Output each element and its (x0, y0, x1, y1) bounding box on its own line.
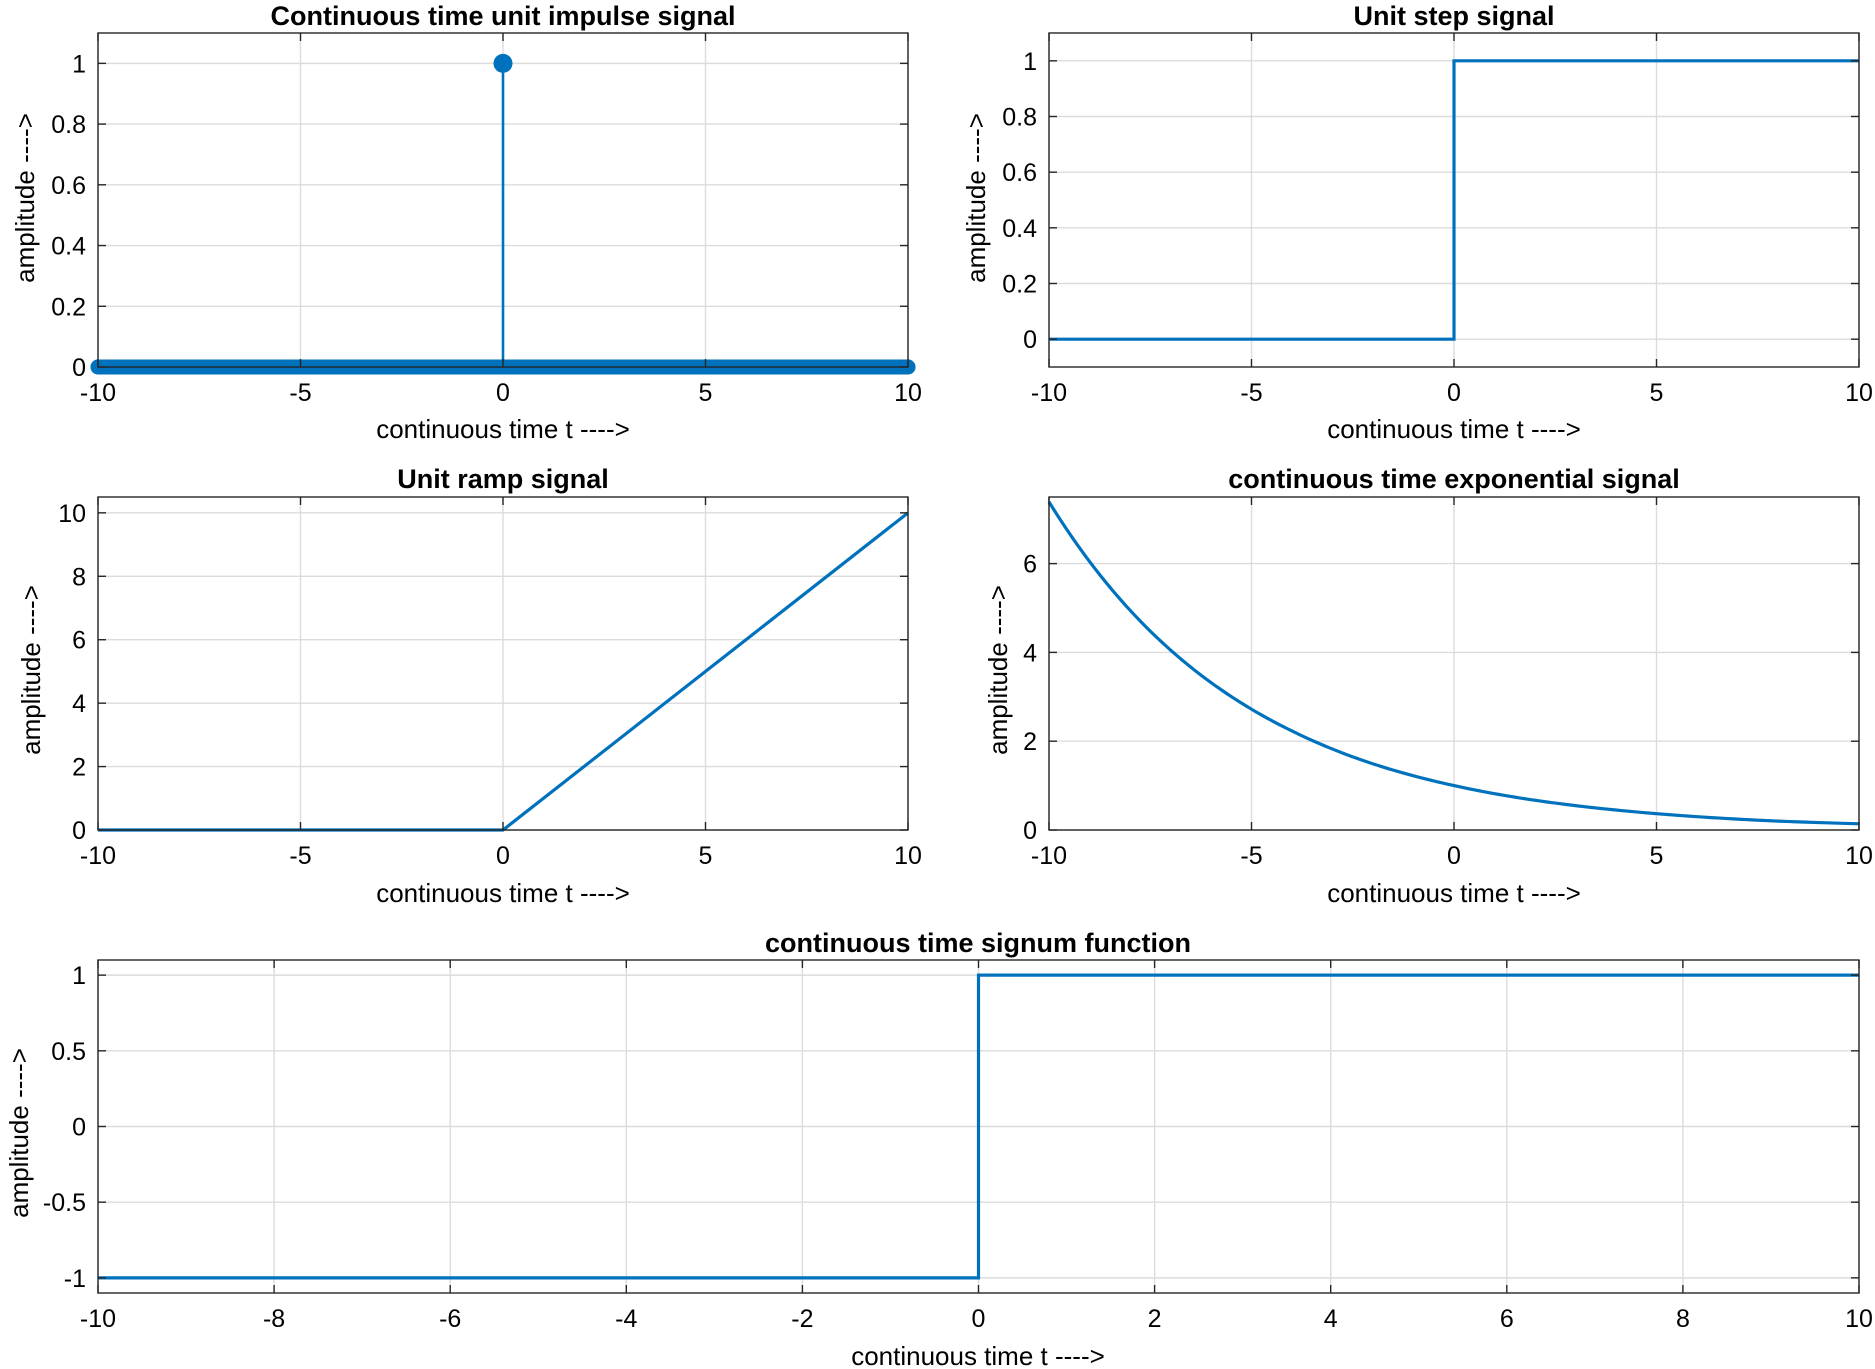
y-tick-label: 0.8 (51, 111, 86, 139)
subplot-impulse: Continuous time unit impulse signal cont… (10, 1, 922, 444)
x-axis-label: continuous time t ----> (376, 414, 630, 444)
y-tick-label: 4 (1023, 639, 1037, 667)
y-tick-label: 0.2 (1002, 271, 1037, 299)
x-tick-label: 6 (1500, 1305, 1514, 1333)
x-tick-label: -10 (80, 1305, 116, 1333)
x-tick-label: 0 (1447, 842, 1461, 870)
x-tick-label: -2 (791, 1305, 813, 1333)
subplot-step: Unit step signal continuous time t ---->… (961, 1, 1873, 444)
y-tick-label: 1 (72, 50, 86, 78)
y-tick-label: -1 (64, 1265, 86, 1293)
x-tick-label: 4 (1324, 1305, 1338, 1333)
y-tick-label: 0.4 (1002, 215, 1037, 243)
x-tick-label: 0 (1447, 379, 1461, 407)
subplot-title: Unit ramp signal (397, 464, 609, 494)
y-tick-label: 2 (72, 754, 86, 782)
x-tick-label: 10 (1845, 1305, 1873, 1333)
x-tick-label: -5 (1240, 842, 1262, 870)
grid (97, 497, 909, 831)
x-tick-label: -8 (263, 1305, 285, 1333)
y-tick-label: 1 (72, 962, 86, 990)
x-tick-label: 2 (1148, 1305, 1162, 1333)
x-tick-label: -4 (615, 1305, 637, 1333)
subplot-ramp: Unit ramp signal continuous time t ---->… (16, 464, 922, 908)
impulse-marker (493, 53, 513, 73)
x-tick-label: -5 (289, 842, 311, 870)
subplot-title: Unit step signal (1353, 1, 1554, 31)
series (1047, 501, 1860, 826)
y-tick-label: 0 (72, 817, 86, 845)
axes: -10 -8 -6 -4 -2 0 2 4 6 8 10 -1 -0.5 0 0.5 1 (43, 959, 1873, 1333)
series-line (1047, 501, 1860, 826)
x-tick-label: 5 (699, 842, 713, 870)
x-tick-label: 10 (1845, 842, 1873, 870)
x-tick-label: 5 (1650, 379, 1664, 407)
subplot-title: continuous time signum function (765, 928, 1191, 958)
x-tick-label: -10 (1031, 379, 1067, 407)
y-tick-label: 0 (1023, 326, 1037, 354)
x-tick-label: -5 (1240, 379, 1262, 407)
x-axis-label: continuous time t ----> (376, 878, 630, 908)
x-tick-label: 10 (894, 379, 922, 407)
series (1049, 59, 1859, 341)
series (98, 973, 1859, 1280)
y-tick-label: 0.5 (51, 1038, 86, 1066)
subplot-signum: continuous time signum function continuo… (4, 928, 1873, 1369)
x-tick-label: 0 (496, 379, 510, 407)
y-tick-label: 0.6 (1002, 159, 1037, 187)
axes: -10 -5 0 5 10 0 2 4 6 8 10 (58, 496, 922, 870)
x-tick-label: -10 (1031, 842, 1067, 870)
y-tick-label: 0.6 (51, 172, 86, 200)
subplot-exponential: continuous time exponential signal conti… (983, 464, 1873, 908)
x-tick-label: -6 (439, 1305, 461, 1333)
y-tick-label: 6 (1023, 551, 1037, 579)
y-tick-label: 2 (1023, 728, 1037, 756)
y-axis-label: amplitude ----> (4, 1048, 34, 1218)
series-line (1049, 59, 1859, 341)
x-tick-label: 5 (1650, 842, 1664, 870)
y-tick-label: 0 (72, 354, 86, 382)
series-line (98, 973, 1859, 1280)
y-tick-label: 8 (72, 563, 86, 591)
x-tick-label: 10 (1845, 379, 1873, 407)
x-tick-label: -10 (80, 379, 116, 407)
axes: -10 -5 0 5 10 0 0.2 0.4 0.6 0.8 1 (1002, 32, 1873, 407)
y-tick-label: 0.4 (51, 233, 86, 261)
x-tick-label: 0 (496, 842, 510, 870)
grid (1048, 497, 1860, 831)
y-axis-label: amplitude ----> (16, 585, 46, 755)
y-tick-label: 0.2 (51, 293, 86, 321)
y-tick-label: 0.8 (1002, 104, 1037, 132)
x-tick-label: 5 (699, 379, 713, 407)
y-tick-label: -0.5 (43, 1189, 86, 1217)
x-axis-label: continuous time t ----> (851, 1341, 1105, 1369)
x-tick-label: 0 (972, 1305, 986, 1333)
y-tick-label: 4 (72, 690, 86, 718)
y-tick-label: 1 (1023, 48, 1037, 76)
y-axis-label: amplitude ----> (961, 113, 991, 283)
axes: -10 -5 0 5 10 0 0.2 0.4 0.6 0.8 1 (51, 32, 922, 407)
x-tick-label: -10 (80, 842, 116, 870)
subplot-title: continuous time exponential signal (1228, 464, 1680, 494)
x-tick-label: 10 (894, 842, 922, 870)
x-tick-label: -5 (289, 379, 311, 407)
x-axis-label: continuous time t ----> (1327, 414, 1581, 444)
y-tick-label: 6 (72, 627, 86, 655)
y-axis-label: amplitude ----> (10, 113, 40, 283)
subplot-title: Continuous time unit impulse signal (270, 1, 735, 31)
x-axis-label: continuous time t ----> (1327, 878, 1581, 908)
x-tick-label: 8 (1676, 1305, 1690, 1333)
y-tick-label: 0 (1023, 817, 1037, 845)
y-tick-label: 0 (72, 1114, 86, 1142)
y-axis-label: amplitude ----> (983, 585, 1013, 755)
y-tick-label: 10 (58, 500, 86, 528)
axes: -10 -5 0 5 10 0 2 4 6 (1023, 496, 1873, 870)
